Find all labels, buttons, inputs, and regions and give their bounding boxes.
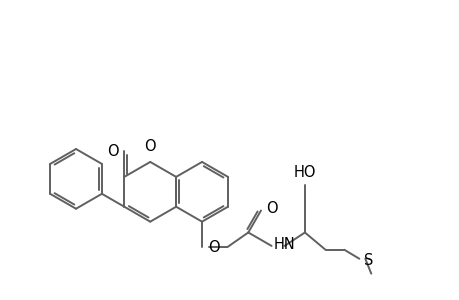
Text: HO: HO [293, 165, 315, 180]
Text: S: S [364, 253, 373, 268]
Text: O: O [265, 201, 277, 216]
Text: O: O [106, 144, 118, 159]
Text: O: O [207, 239, 219, 254]
Text: O: O [144, 139, 156, 154]
Text: HN: HN [273, 237, 295, 252]
